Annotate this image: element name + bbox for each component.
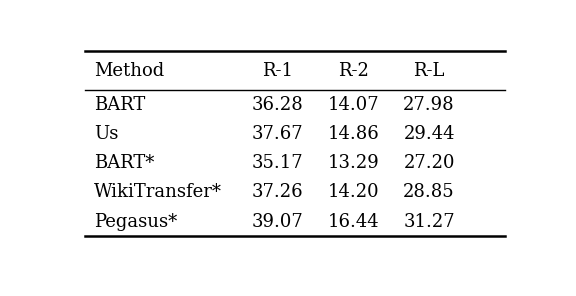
Text: Method: Method <box>94 62 165 80</box>
Text: 28.85: 28.85 <box>403 183 455 201</box>
Text: 13.29: 13.29 <box>327 154 379 172</box>
Text: 29.44: 29.44 <box>403 125 455 143</box>
Text: 16.44: 16.44 <box>327 213 379 231</box>
Text: 31.27: 31.27 <box>403 213 455 231</box>
Text: 27.20: 27.20 <box>403 154 455 172</box>
Text: BART*: BART* <box>94 154 155 172</box>
Text: Us: Us <box>94 125 119 143</box>
Text: 14.86: 14.86 <box>327 125 379 143</box>
Text: 39.07: 39.07 <box>252 213 303 231</box>
Text: R-L: R-L <box>414 62 445 80</box>
Text: 37.67: 37.67 <box>252 125 303 143</box>
Text: 36.28: 36.28 <box>252 96 303 114</box>
Text: 14.20: 14.20 <box>327 183 379 201</box>
Text: R-1: R-1 <box>262 62 293 80</box>
Text: 35.17: 35.17 <box>252 154 303 172</box>
Text: Pegasus*: Pegasus* <box>94 213 177 231</box>
Text: BART: BART <box>94 96 146 114</box>
Text: R-2: R-2 <box>338 62 369 80</box>
Text: 37.26: 37.26 <box>252 183 303 201</box>
Text: 14.07: 14.07 <box>327 96 379 114</box>
Text: 27.98: 27.98 <box>403 96 455 114</box>
Text: WikiTransfer*: WikiTransfer* <box>94 183 222 201</box>
